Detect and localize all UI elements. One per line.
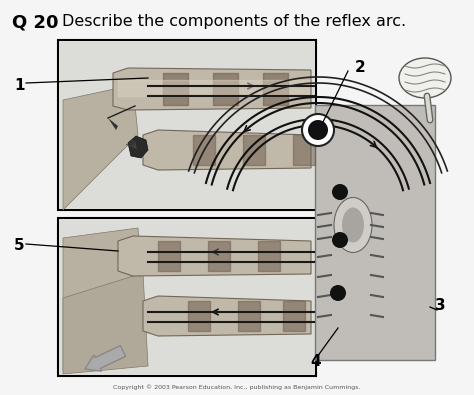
Polygon shape [143, 130, 311, 170]
Circle shape [302, 114, 334, 146]
Text: 4: 4 [310, 354, 320, 369]
Text: Describe the components of the reflex arc.: Describe the components of the reflex ar… [62, 14, 406, 29]
FancyBboxPatch shape [58, 218, 316, 376]
Polygon shape [128, 136, 148, 158]
Text: 1: 1 [14, 77, 25, 92]
FancyBboxPatch shape [315, 105, 435, 360]
Ellipse shape [342, 207, 364, 243]
Circle shape [332, 184, 348, 200]
Polygon shape [108, 118, 118, 130]
FancyBboxPatch shape [60, 42, 314, 208]
Polygon shape [113, 68, 311, 110]
Circle shape [308, 120, 328, 140]
FancyArrow shape [85, 346, 126, 371]
Text: Copyright © 2003 Pearson Education, Inc., publishing as Benjamin Cummings.: Copyright © 2003 Pearson Education, Inc.… [113, 384, 361, 390]
Ellipse shape [334, 198, 372, 252]
Text: 5: 5 [14, 239, 25, 254]
Text: 3: 3 [435, 297, 446, 312]
FancyBboxPatch shape [60, 220, 314, 374]
Polygon shape [63, 85, 138, 210]
Text: Q 20: Q 20 [12, 14, 58, 32]
Ellipse shape [399, 58, 451, 98]
FancyBboxPatch shape [58, 40, 316, 210]
Polygon shape [63, 273, 148, 374]
Text: 2: 2 [355, 60, 366, 75]
Circle shape [332, 232, 348, 248]
Polygon shape [118, 236, 311, 276]
Polygon shape [143, 296, 311, 336]
Circle shape [330, 285, 346, 301]
Polygon shape [63, 228, 143, 371]
